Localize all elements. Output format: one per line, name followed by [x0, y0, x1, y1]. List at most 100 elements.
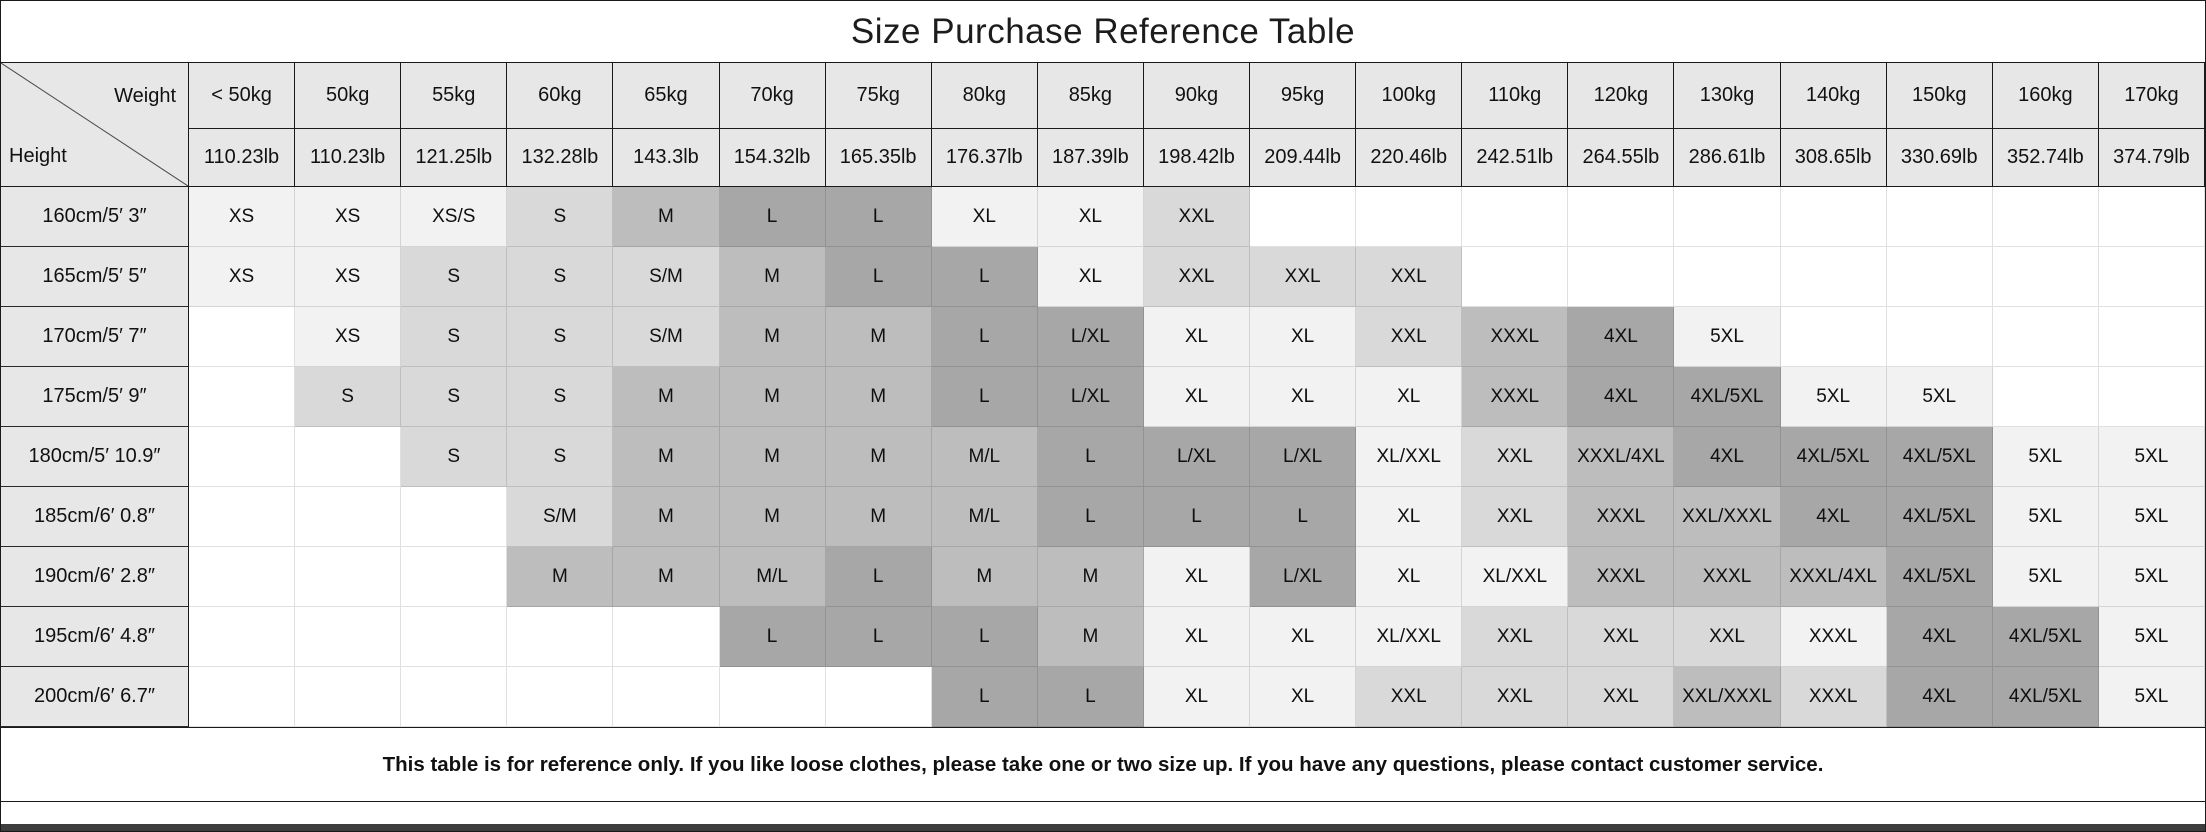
size-cell: 5XL [2098, 427, 2205, 487]
weight-header-kg-cell: 140kg [1780, 63, 1887, 129]
size-cell: XXXL [1674, 547, 1781, 607]
height-row-label: 165cm/5′ 5″ [1, 247, 189, 307]
size-cell: L [825, 607, 932, 667]
weight-header-kg-cell: 95kg [1250, 63, 1357, 129]
size-cell: XXL [1462, 667, 1569, 727]
size-cell-empty [1886, 307, 1993, 367]
bottom-edge-bar [1, 824, 2205, 831]
size-cell: M [613, 367, 720, 427]
size-cell: M [507, 547, 614, 607]
size-cell: 4XL/5XL [1886, 487, 1993, 547]
weight-header-lb-cell: 242.51lb [1462, 129, 1569, 187]
size-cell-empty [1568, 187, 1675, 247]
weight-header-lb-cell: 143.3lb [613, 129, 720, 187]
size-cell: XL [1250, 607, 1357, 667]
size-cell: XXL/XXXL [1674, 667, 1781, 727]
diagonal-divider-line [1, 63, 188, 186]
weight-header-lb-cell: 264.55lb [1568, 129, 1675, 187]
size-cell-empty [401, 487, 508, 547]
size-cell: XL [1143, 367, 1251, 427]
size-cell: XXXL [1462, 367, 1569, 427]
size-cell: L [719, 187, 826, 247]
size-cell: 5XL [1674, 307, 1781, 367]
size-cell-empty [189, 367, 296, 427]
weight-header-lb-cell: 209.44lb [1250, 129, 1357, 187]
size-cell: L [825, 247, 932, 307]
size-cell-empty [613, 607, 720, 667]
size-cell: 5XL [2098, 487, 2205, 547]
size-cell: 4XL/5XL [1992, 667, 2099, 727]
size-cell: XXXL [1780, 667, 1887, 727]
size-cell: XS [189, 187, 296, 247]
size-cell-empty [1462, 247, 1569, 307]
corner-header-cell: Weight Height [1, 63, 189, 187]
size-cell: L/XL [1250, 427, 1357, 487]
size-cell-empty [189, 547, 296, 607]
size-cell: XS/S [401, 187, 508, 247]
weight-axis-label: Weight [114, 85, 176, 107]
size-cell: XL [1356, 367, 1463, 427]
weight-header-kg-cell: 55kg [401, 63, 508, 129]
size-cell: S/M [613, 307, 720, 367]
size-cell: S [507, 187, 614, 247]
size-cell: 5XL [1992, 547, 2099, 607]
height-row-label: 195cm/6′ 4.8″ [1, 607, 189, 667]
size-cell: XXL [1674, 607, 1781, 667]
size-cell: XL [1250, 367, 1357, 427]
size-cell: L [825, 547, 932, 607]
weight-header-lb-cell: 154.32lb [719, 129, 826, 187]
weight-header-lb-cell: 330.69lb [1886, 129, 1993, 187]
size-cell: 4XL/5XL [1886, 547, 1993, 607]
size-cell-empty [1992, 367, 2099, 427]
size-cell: 4XL [1568, 367, 1675, 427]
height-axis-label: Height [9, 145, 67, 167]
size-cell: 4XL/5XL [1992, 607, 2099, 667]
size-cell: 4XL/5XL [1674, 367, 1781, 427]
size-cell: XXL [1462, 487, 1569, 547]
size-cell-empty [1250, 187, 1357, 247]
size-cell-empty [295, 667, 402, 727]
size-cell: L [1250, 487, 1357, 547]
size-cell: L/XL [1037, 307, 1144, 367]
size-cell: XL [1356, 487, 1463, 547]
size-cell: XXL [1356, 667, 1463, 727]
size-cell-empty [295, 607, 402, 667]
weight-header-kg-cell: 70kg [719, 63, 826, 129]
size-cell: S [507, 247, 614, 307]
size-cell: L/XL [1250, 547, 1357, 607]
size-cell: S/M [507, 487, 614, 547]
size-cell: 4XL/5XL [1780, 427, 1887, 487]
size-cell: XL [1037, 247, 1144, 307]
size-cell: XXXL/4XL [1780, 547, 1887, 607]
size-cell: M [719, 247, 826, 307]
size-cell: XXL [1356, 307, 1463, 367]
size-cell: L [1143, 487, 1251, 547]
size-cell: M [613, 427, 720, 487]
weight-header-kg-cell: 100kg [1356, 63, 1463, 129]
size-cell-empty [401, 547, 508, 607]
weight-header-lb-cell: 198.42lb [1143, 129, 1251, 187]
weight-header-kg-cell: 50kg [295, 63, 402, 129]
size-cell: XL [1143, 607, 1251, 667]
size-cell: M [719, 427, 826, 487]
size-cell: 5XL [1992, 487, 2099, 547]
size-cell: 4XL [1568, 307, 1675, 367]
size-cell-empty [1886, 187, 1993, 247]
weight-header-lb-cell: 286.61lb [1674, 129, 1781, 187]
weight-header-lb-cell: 132.28lb [507, 129, 614, 187]
size-cell: M [825, 367, 932, 427]
size-cell: XS [295, 187, 402, 247]
size-cell: L [931, 367, 1038, 427]
size-cell: 5XL [1992, 427, 2099, 487]
weight-header-lb-cell: 352.74lb [1992, 129, 2099, 187]
weight-header-kg-cell: 130kg [1674, 63, 1781, 129]
size-cell: M [825, 427, 932, 487]
size-cell: XL [1356, 547, 1463, 607]
weight-header-kg-cell: 170kg [2098, 63, 2205, 129]
weight-header-lb-cell: 176.37lb [931, 129, 1038, 187]
size-cell: L/XL [1037, 367, 1144, 427]
height-row-label: 190cm/6′ 2.8″ [1, 547, 189, 607]
size-cell: S [507, 427, 614, 487]
size-cell: XXL [1568, 607, 1675, 667]
size-cell: M/L [931, 427, 1038, 487]
